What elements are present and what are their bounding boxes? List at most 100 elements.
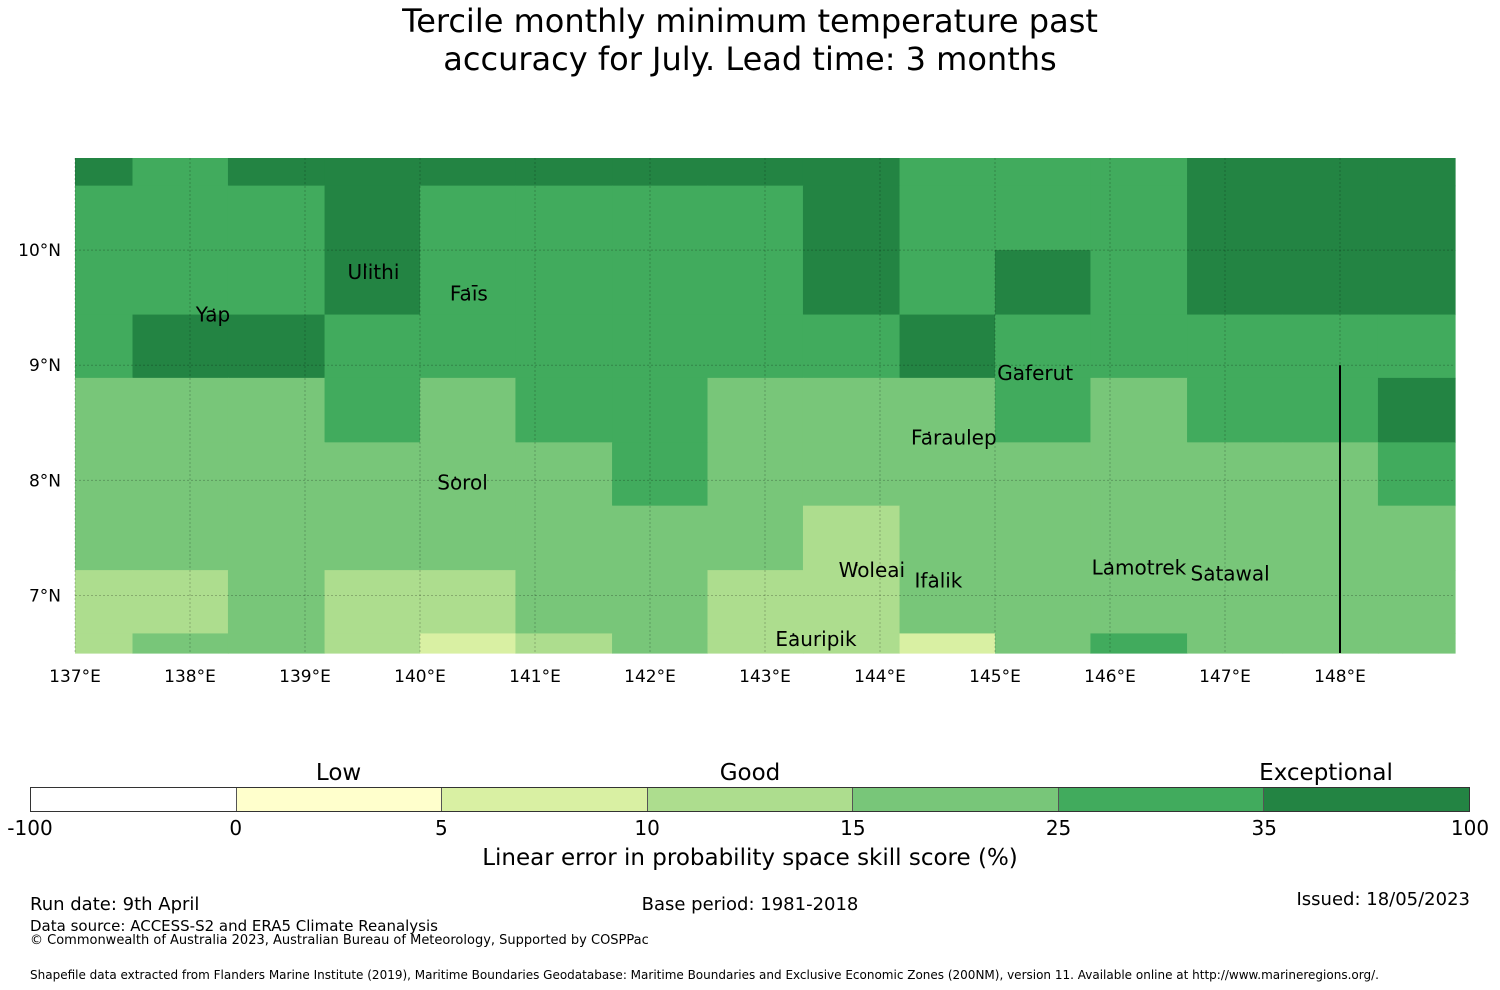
island-marker bbox=[855, 564, 858, 567]
skill-cell bbox=[324, 377, 421, 443]
lon-tick-label: 138°E bbox=[164, 667, 216, 687]
latitude-ticks: 10°N 9°N 8°N 7°N bbox=[18, 241, 61, 606]
skill-cell bbox=[995, 633, 1092, 654]
legend-category-label: Low bbox=[315, 760, 362, 786]
skill-cell bbox=[1090, 314, 1188, 379]
skill-cell bbox=[420, 633, 517, 654]
skill-cell bbox=[515, 570, 613, 635]
skill-cell bbox=[1377, 158, 1456, 187]
skill-cell bbox=[515, 250, 613, 316]
skill-cell bbox=[515, 314, 613, 379]
copyright: © Commonwealth of Australia 2023, Austra… bbox=[30, 933, 649, 948]
colorbar-tick-label: -100 bbox=[7, 816, 53, 840]
skill-cell bbox=[420, 442, 517, 507]
skill-cell bbox=[899, 185, 996, 251]
skill-cell bbox=[1377, 185, 1456, 251]
skill-cell bbox=[1377, 250, 1456, 316]
colorbar-segment bbox=[1264, 788, 1470, 811]
place-label: Sorol bbox=[437, 471, 488, 495]
map-title-line-2: accuracy for July. Lead time: 3 months bbox=[443, 40, 1057, 78]
map-title-line-1: Tercile monthly minimum temperature past bbox=[402, 2, 1098, 40]
island-marker bbox=[466, 287, 469, 290]
skill-cell bbox=[612, 505, 709, 571]
lat-tick-label: 10°N bbox=[18, 241, 61, 261]
skill-cell bbox=[899, 505, 996, 571]
skill-cell bbox=[899, 442, 996, 507]
data-source: Data source: ACCESS-S2 and ERA5 Climate … bbox=[30, 917, 438, 935]
skill-cell bbox=[132, 633, 229, 654]
skill-cell bbox=[899, 250, 996, 316]
skill-cell bbox=[75, 314, 134, 379]
skill-cell bbox=[227, 377, 326, 443]
place-label: Ifalik bbox=[915, 568, 963, 592]
skill-cell bbox=[132, 377, 229, 443]
skill-cell bbox=[132, 250, 229, 316]
skill-cell bbox=[1377, 314, 1456, 379]
legend-category-label: Good bbox=[719, 760, 781, 786]
skill-cell bbox=[612, 185, 709, 251]
skill-cell bbox=[1187, 442, 1284, 507]
skill-cell bbox=[612, 633, 709, 654]
colorbar-tick-label: 100 bbox=[1450, 816, 1490, 840]
skill-cell bbox=[132, 314, 229, 379]
skill-cell bbox=[515, 442, 613, 507]
skill-cell bbox=[420, 570, 517, 635]
colorbar-tick-label: 0 bbox=[229, 816, 243, 840]
skill-cell bbox=[1090, 442, 1188, 507]
skill-cell bbox=[420, 314, 517, 379]
skill-cell bbox=[420, 505, 517, 571]
lon-tick-label: 137°E bbox=[49, 667, 101, 687]
legend-colorbar bbox=[30, 787, 1470, 812]
skill-cell bbox=[132, 505, 229, 571]
skill-cell bbox=[1187, 505, 1284, 571]
skill-cell bbox=[227, 158, 326, 187]
skill-cell bbox=[515, 377, 613, 443]
skill-cell bbox=[132, 442, 229, 507]
skill-cell bbox=[802, 377, 901, 443]
skill-cell bbox=[1377, 633, 1456, 654]
skill-cell bbox=[227, 505, 326, 571]
skill-cell bbox=[1090, 185, 1188, 251]
skill-cell bbox=[995, 442, 1092, 507]
skill-cell bbox=[420, 185, 517, 251]
skill-cell bbox=[995, 158, 1092, 187]
skill-cell bbox=[707, 633, 804, 654]
skill-cell bbox=[899, 158, 996, 187]
skill-cell bbox=[1377, 377, 1456, 443]
skill-cell bbox=[995, 377, 1092, 443]
colorbar-segment bbox=[647, 788, 854, 811]
skill-cell bbox=[995, 570, 1092, 635]
lon-tick-label: 148°E bbox=[1314, 667, 1366, 687]
skill-cell bbox=[515, 158, 613, 187]
skill-cell bbox=[802, 314, 901, 379]
lon-tick-label: 141°E bbox=[509, 667, 561, 687]
skill-cell bbox=[1187, 185, 1284, 251]
skill-cell bbox=[1090, 250, 1188, 316]
island-marker bbox=[1014, 367, 1017, 370]
skill-cell bbox=[1282, 570, 1379, 635]
island-marker bbox=[792, 633, 795, 636]
colorbar-tick-label: 10 bbox=[634, 816, 660, 840]
skill-cell bbox=[707, 442, 804, 507]
skill-cell bbox=[1282, 158, 1379, 187]
skill-cell bbox=[1090, 570, 1188, 635]
skill-cell bbox=[612, 250, 709, 316]
skill-cell bbox=[75, 158, 134, 187]
map-gridlines bbox=[74, 158, 1455, 653]
place-label: Gaferut bbox=[997, 361, 1073, 385]
skill-cell bbox=[1187, 570, 1284, 635]
lon-tick-label: 142°E bbox=[624, 667, 676, 687]
place-label: Ulithi bbox=[348, 260, 400, 284]
skill-cell bbox=[75, 505, 134, 571]
skill-cell bbox=[1377, 570, 1456, 635]
skill-cell bbox=[1090, 633, 1188, 654]
lon-tick-label: 147°E bbox=[1199, 667, 1251, 687]
colorbar-segment bbox=[853, 788, 1059, 811]
skill-cell bbox=[802, 185, 901, 251]
island-marker bbox=[454, 476, 457, 479]
skill-cell bbox=[515, 633, 613, 654]
skill-cell bbox=[324, 633, 421, 654]
skill-cell bbox=[1187, 158, 1284, 187]
island-marker bbox=[1108, 561, 1111, 564]
legend-title: Linear error in probability space skill … bbox=[482, 845, 1018, 871]
